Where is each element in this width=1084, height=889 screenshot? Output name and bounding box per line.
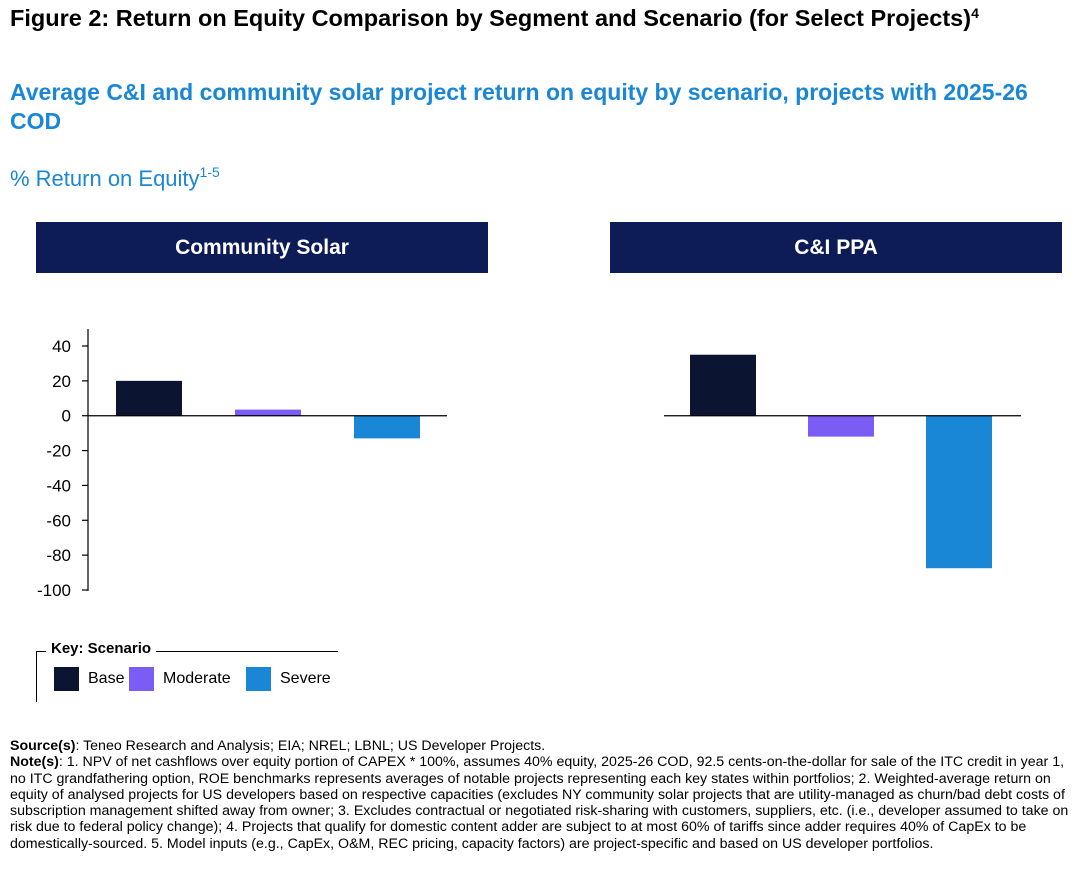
legend-label-severe: Severe xyxy=(280,670,331,687)
source-text: : Teneo Research and Analysis; EIA; NREL… xyxy=(75,738,546,754)
legend-swatch-moderate xyxy=(129,667,154,691)
legend-frame xyxy=(36,651,338,702)
legend-item-severe: Severe xyxy=(246,667,331,691)
notes: Note(s): 1. NPV of net cashflows over eq… xyxy=(10,754,1076,852)
bar-moderate xyxy=(808,415,874,437)
bar-severe xyxy=(926,415,992,569)
figure-subtitle: Average C&I and community solar project … xyxy=(10,79,1028,134)
bar-severe xyxy=(354,415,420,439)
legend-item-base: Base xyxy=(54,667,124,691)
bar-base xyxy=(116,380,182,416)
y-tick-label: -40 xyxy=(46,476,71,495)
figure-title-footnote-ref: 4 xyxy=(971,5,979,21)
figure-title-text: Figure 2: Return on Equity Comparison by… xyxy=(10,5,972,31)
figure-title: Figure 2: Return on Equity Comparison by… xyxy=(10,4,1070,33)
legend-label-base: Base xyxy=(88,670,125,687)
legend-title: Key: Scenario xyxy=(46,640,157,657)
legend-item-moderate: Moderate xyxy=(129,667,231,691)
y-tick-label: -80 xyxy=(46,546,71,565)
bar-base xyxy=(690,354,756,416)
legend-swatch-base xyxy=(54,667,79,691)
y-tick-label: 40 xyxy=(52,337,71,356)
source-label: Source(s) xyxy=(10,738,76,754)
y-axis-label-text: % Return on Equity xyxy=(10,166,200,191)
bar-moderate xyxy=(235,409,301,416)
y-tick-label: -20 xyxy=(46,442,71,461)
y-tick-label: -60 xyxy=(46,511,71,530)
bar-charts: 40 20 0 -20 -40 -60 -80 -100 xyxy=(37,329,1021,600)
chart-ci-ppa xyxy=(664,354,1021,569)
y-axis-label: % Return on Equity1-5 xyxy=(10,164,220,192)
panel-header-community-solar: Community Solar xyxy=(36,222,488,273)
notes-text: : 1. NPV of net cashflows over equity po… xyxy=(10,754,1069,852)
legend-label-moderate: Moderate xyxy=(163,670,231,687)
y-axis-label-footnote-ref: 1-5 xyxy=(199,164,220,180)
y-tick-label: -100 xyxy=(37,581,71,600)
notes-label: Note(s) xyxy=(10,754,59,771)
footnotes: Source(s): Teneo Research and Analysis; … xyxy=(10,738,1076,852)
panel-header-ci-ppa: C&I PPA xyxy=(610,222,1062,273)
legend-swatch-severe xyxy=(246,667,271,691)
y-tick-label: 20 xyxy=(52,372,71,391)
y-tick-label: 0 xyxy=(62,407,71,426)
source-note: Source(s): Teneo Research and Analysis; … xyxy=(10,738,1076,754)
chart-community-solar: 40 20 0 -20 -40 -60 -80 -100 xyxy=(37,329,447,600)
